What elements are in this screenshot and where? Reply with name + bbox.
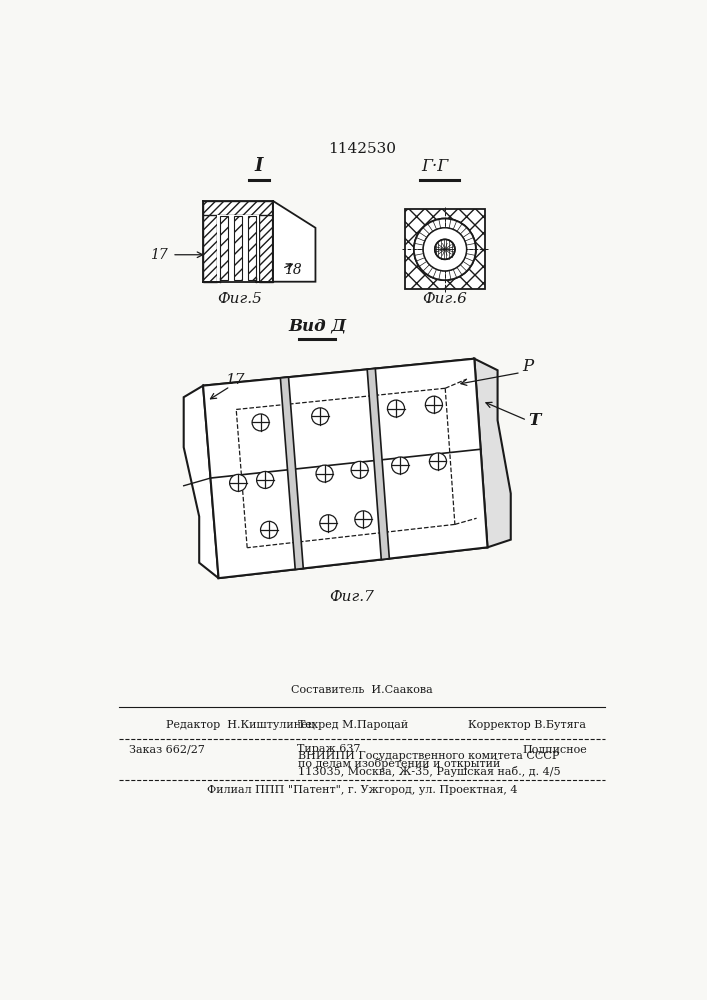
Text: 113035, Москва, Ж-35, Раушская наб., д. 4/5: 113035, Москва, Ж-35, Раушская наб., д. …	[298, 766, 560, 777]
Circle shape	[429, 453, 447, 470]
Text: ВНИИПИ Государственного комитета СССР: ВНИИПИ Государственного комитета СССР	[298, 751, 559, 761]
Bar	[248, 216, 256, 280]
Polygon shape	[281, 377, 303, 569]
Polygon shape	[184, 386, 218, 578]
Text: Подписное: Подписное	[522, 744, 587, 754]
Text: Вид Д: Вид Д	[288, 317, 346, 334]
Circle shape	[316, 465, 333, 482]
Circle shape	[351, 461, 368, 478]
Circle shape	[257, 471, 274, 488]
Circle shape	[252, 414, 269, 431]
Polygon shape	[474, 359, 510, 547]
Bar	[203, 201, 217, 282]
Text: Фиг.5: Фиг.5	[217, 292, 262, 306]
Polygon shape	[367, 369, 390, 560]
Circle shape	[320, 515, 337, 532]
Text: Т: Т	[529, 412, 541, 429]
Circle shape	[230, 474, 247, 491]
Polygon shape	[203, 359, 488, 578]
Text: Заказ 662/27: Заказ 662/27	[129, 744, 205, 754]
Circle shape	[414, 219, 476, 280]
Circle shape	[414, 219, 476, 280]
Text: 17: 17	[151, 248, 168, 262]
Text: Р: Р	[522, 358, 534, 375]
Text: Корректор В.Бутяга: Корректор В.Бутяга	[468, 720, 586, 730]
Bar	[203, 201, 273, 215]
Circle shape	[423, 228, 467, 271]
Circle shape	[423, 228, 467, 271]
Circle shape	[435, 239, 455, 259]
Text: по делам изобретений и открытий: по делам изобретений и открытий	[298, 758, 500, 769]
Text: 1142530: 1142530	[328, 142, 396, 156]
Circle shape	[260, 521, 278, 538]
Text: Г·Г: Г·Г	[421, 158, 449, 175]
Text: Техред М.Пароцай: Техред М.Пароцай	[298, 720, 408, 730]
Circle shape	[387, 400, 404, 417]
Bar	[220, 216, 228, 280]
Circle shape	[312, 408, 329, 425]
Bar	[217, 215, 259, 282]
Bar	[404, 209, 485, 289]
Text: Фиг.7: Фиг.7	[329, 590, 374, 604]
Polygon shape	[273, 201, 315, 282]
Text: Фиг.6: Фиг.6	[423, 292, 467, 306]
Text: Редактор  Н.Киштулинец: Редактор Н.Киштулинец	[166, 720, 315, 730]
Text: 18: 18	[284, 263, 301, 277]
Text: 17: 17	[226, 373, 246, 387]
Circle shape	[392, 457, 409, 474]
Text: Составитель  И.Саакова: Составитель И.Саакова	[291, 685, 433, 695]
Circle shape	[355, 511, 372, 528]
Text: I: I	[255, 157, 263, 175]
Text: Тираж 637: Тираж 637	[297, 744, 361, 754]
Bar	[259, 201, 273, 282]
Circle shape	[426, 396, 443, 413]
Bar	[234, 216, 242, 280]
Text: Филиал ППП "Патент", г. Ужгород, ул. Проектная, 4: Филиал ППП "Патент", г. Ужгород, ул. Про…	[206, 785, 518, 795]
Polygon shape	[203, 359, 488, 578]
